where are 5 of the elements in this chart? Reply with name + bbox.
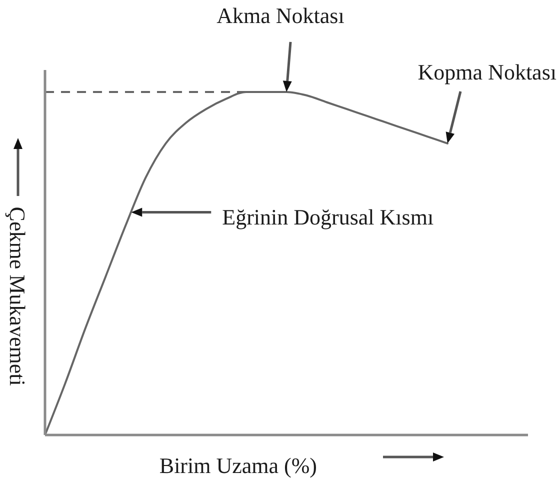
x-axis-title: Birim Uzama (%) bbox=[159, 452, 318, 478]
y-axis-title: Çekme Mukavemeti bbox=[6, 206, 30, 386]
text: Kopma Noktası bbox=[418, 58, 556, 84]
annotation: Akma Noktası bbox=[216, 2, 344, 28]
annotation: Eğrinin Doğrusal Kısmı bbox=[222, 204, 434, 229]
